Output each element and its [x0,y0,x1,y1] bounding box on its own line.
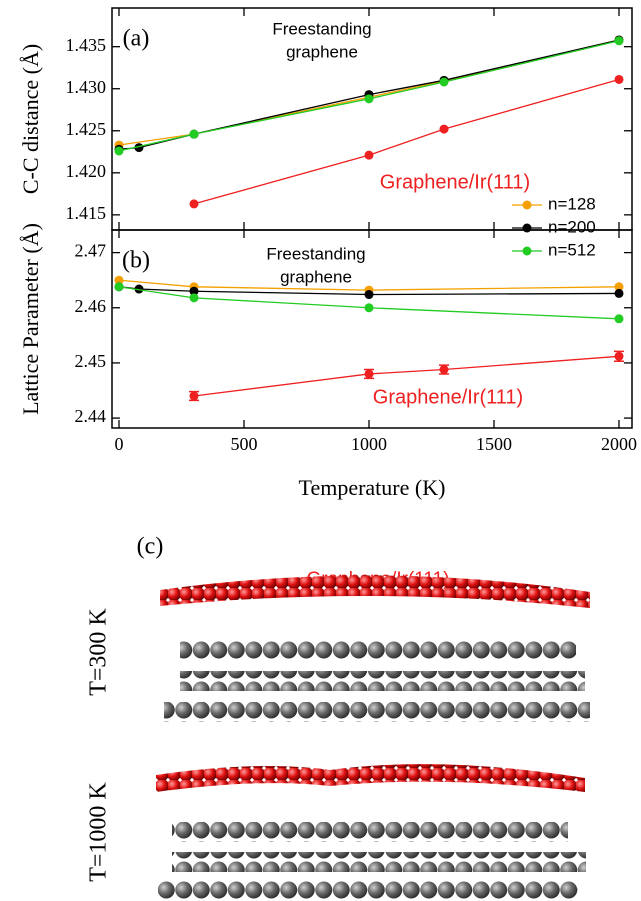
iridium-layer [180,640,576,660]
data-point [614,74,624,84]
y-tick-label: 2.45 [75,351,107,371]
legend-label: n=200 [548,217,596,236]
data-point [364,150,374,160]
data-point [439,77,449,87]
iridium-layer [158,881,578,901]
row-label: T=300 K [86,608,112,696]
row-label: T=1000 K [86,782,112,882]
graphene-layer [156,764,585,792]
iridium-layer [164,702,590,722]
y-axis-title: C-C distance (Å) [18,44,43,194]
panel-c: (c) Graphene/Ir(111) T=300 K T=1000 K [86,534,590,901]
data-point [364,94,374,104]
data-point [114,282,124,292]
annotation: Freestanding [272,19,371,38]
panel-label: (b) [122,248,150,274]
data-point [189,293,199,303]
x-tick-label: 1000 [351,434,387,454]
data-point [614,288,624,298]
data-point [114,275,124,285]
y-tick-label: 1.420 [66,161,107,181]
annotation: graphene [286,42,358,61]
y-tick-label: 1.430 [66,77,107,97]
series-line [193,355,620,397]
y-tick-label: 1.415 [66,203,107,223]
series-line [118,279,620,291]
x-tick-label: 1500 [476,434,512,454]
legend-marker [522,246,532,256]
data-point [114,146,124,156]
y-tick-label: 1.435 [66,35,107,55]
plot-frame [111,229,633,429]
annotation: graphene [280,267,352,286]
data-point [614,36,624,46]
data-point [189,129,199,139]
data-point [364,369,374,379]
y-axis-title: Lattice Parameter (Å) [18,223,43,415]
data-point [614,282,624,292]
data-point [189,391,199,401]
data-point [189,286,199,296]
legend-label: n=128 [548,194,596,213]
data-point [189,199,199,209]
data-point [614,314,624,324]
iridium-layer [172,852,586,872]
panel-label: (c) [137,534,164,560]
data-point [439,124,449,134]
data-point [364,290,374,300]
y-tick-label: 2.44 [75,406,107,426]
legend-marker [522,200,532,210]
x-tick-label: 2000 [601,434,637,454]
iridium-layer [180,671,585,691]
legend-label: n=512 [548,240,596,259]
annotation: Freestanding [266,244,365,263]
legend-marker [522,223,532,233]
iridium-layer [172,822,568,842]
x-tick-label: 0 [115,434,124,454]
series-line [193,78,620,205]
panel-label: (a) [123,26,150,52]
data-point [614,351,624,361]
y-tick-label: 1.425 [66,119,107,139]
y-tick-label: 2.47 [75,241,107,261]
x-tick-label: 500 [231,434,258,454]
annotation: Graphene/Ir(111) [380,171,530,193]
y-tick-label: 2.46 [75,296,107,316]
charts: 1.415 1.420 1.425 1.430 1.435 C-C distance (Å… [18,7,637,500]
data-point [439,365,449,375]
data-point [134,284,144,294]
data-point [364,303,374,313]
graphene-layer [160,575,590,608]
series-line [118,286,620,320]
x-axis-title: Temperature (K) [299,475,446,500]
annotation: Graphene/Ir(111) [373,386,523,408]
